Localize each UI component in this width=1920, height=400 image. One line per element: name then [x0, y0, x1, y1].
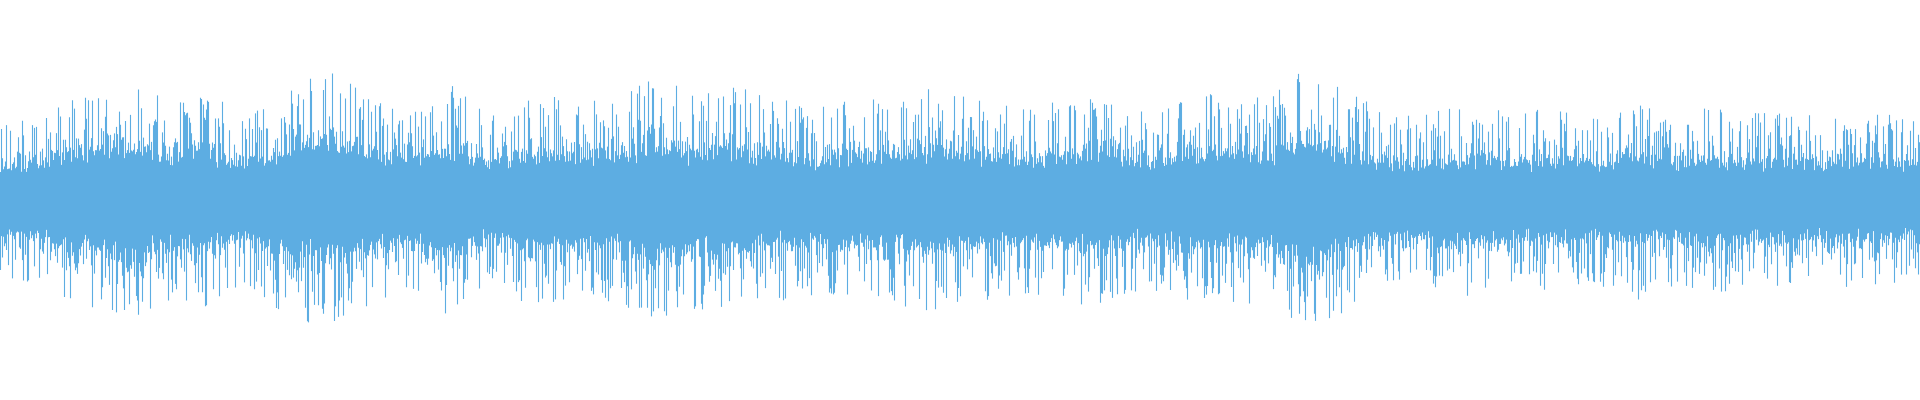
waveform-samples [0, 73, 1920, 323]
waveform-bars [0, 73, 1920, 323]
